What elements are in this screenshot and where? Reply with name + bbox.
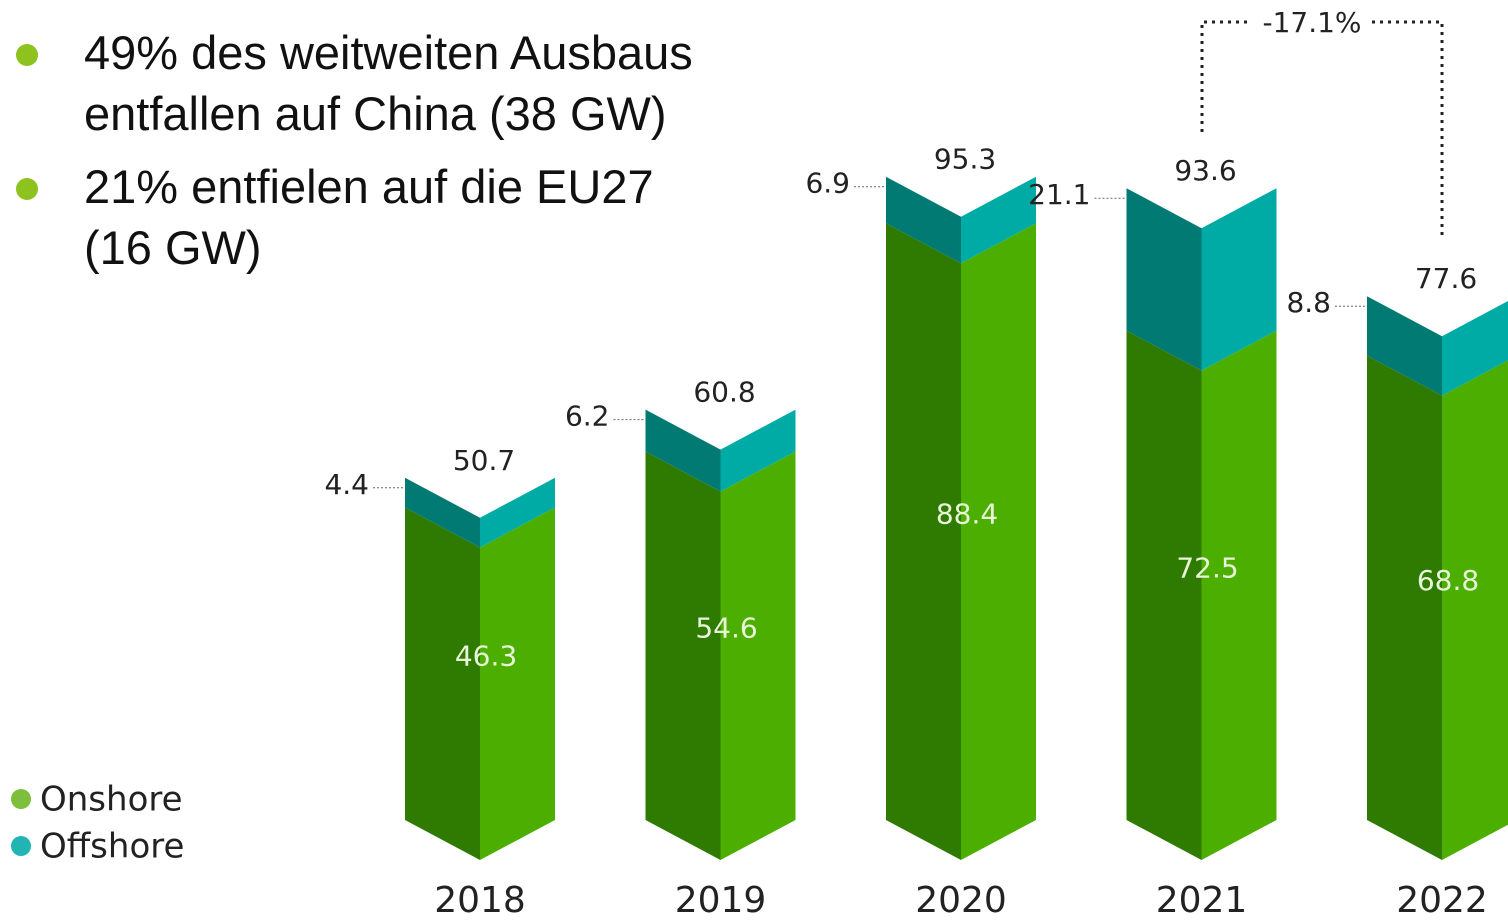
bar-face-left bbox=[405, 507, 480, 860]
bar-face-left bbox=[405, 477, 480, 548]
bar-segment bbox=[645, 409, 796, 492]
offshore-label: 6.9 bbox=[805, 167, 850, 200]
legend-label: Onshore bbox=[40, 780, 183, 820]
onshore-label: 46.3 bbox=[455, 640, 517, 673]
bar-segment bbox=[1367, 296, 1508, 396]
bar-face-left bbox=[1126, 330, 1202, 860]
bar-face-right bbox=[720, 409, 796, 492]
x-tick-label: 2020 bbox=[915, 880, 1007, 921]
bar-face-left bbox=[1126, 188, 1202, 371]
bar-segment bbox=[1126, 188, 1277, 371]
x-tick-label: 2022 bbox=[1396, 880, 1488, 921]
bracket bbox=[1372, 20, 1444, 235]
bar-face-right bbox=[1201, 330, 1277, 860]
total-label: 50.7 bbox=[453, 444, 515, 477]
bar-face-left bbox=[645, 451, 721, 860]
bar-segment bbox=[886, 223, 1036, 861]
bar-face-right bbox=[961, 223, 1036, 861]
change-annotation: -17.1% bbox=[1262, 6, 1361, 39]
bar-face-left bbox=[886, 223, 961, 861]
bar-face-right bbox=[961, 176, 1036, 264]
onshore-label: 54.6 bbox=[695, 612, 757, 645]
bar-face-right bbox=[480, 507, 555, 860]
onshore-label: 88.4 bbox=[936, 498, 998, 531]
bar-segment bbox=[1367, 355, 1508, 860]
total-label: 77.6 bbox=[1415, 262, 1477, 295]
legend-swatch bbox=[11, 836, 31, 856]
bullet: 21% entfielen auf die EU27 (16 GW) bbox=[14, 156, 704, 278]
offshore-label: 4.4 bbox=[324, 468, 369, 501]
offshore-label: 8.8 bbox=[1286, 286, 1331, 319]
bullet: 49% des weitweiten Ausbaus entfallen auf… bbox=[14, 22, 704, 144]
bar-face-right bbox=[480, 477, 555, 548]
offshore-label: 21.1 bbox=[1028, 178, 1090, 211]
offshore-label: 6.2 bbox=[565, 400, 610, 433]
bar-face-left bbox=[1367, 355, 1442, 860]
legend-swatch bbox=[11, 789, 31, 809]
x-tick-label: 2018 bbox=[434, 880, 526, 921]
bar-segment bbox=[405, 507, 555, 860]
x-tick-label: 2021 bbox=[1156, 880, 1248, 921]
bar-face-left bbox=[886, 176, 961, 264]
bar-face-right bbox=[1442, 360, 1508, 860]
x-tick-label: 2019 bbox=[675, 880, 767, 921]
total-label: 60.8 bbox=[693, 376, 755, 409]
bar-face-right bbox=[1201, 188, 1277, 371]
bracket bbox=[1200, 20, 1252, 132]
bar-face-left bbox=[645, 409, 721, 492]
bar-segment bbox=[645, 451, 796, 860]
legend-label: Offshore bbox=[40, 827, 184, 867]
bar-segment bbox=[405, 477, 555, 548]
bullet-list: 49% des weitweiten Ausbaus entfallen auf… bbox=[14, 22, 704, 290]
bar-segment bbox=[886, 176, 1036, 264]
total-label: 93.6 bbox=[1174, 154, 1236, 187]
total-label: 95.3 bbox=[934, 143, 996, 176]
bar-segment bbox=[1126, 330, 1277, 860]
onshore-label: 68.8 bbox=[1417, 564, 1479, 597]
bar-face-left bbox=[1367, 296, 1442, 396]
bar-face-right bbox=[720, 451, 796, 860]
bar-face-right bbox=[1442, 301, 1508, 396]
onshore-label: 72.5 bbox=[1176, 551, 1238, 584]
